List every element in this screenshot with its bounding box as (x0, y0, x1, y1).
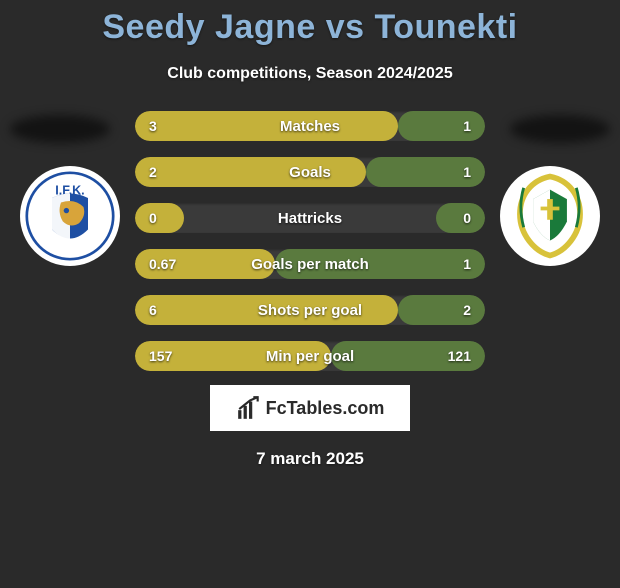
stat-row: 21Goals (135, 157, 485, 187)
stat-label: Matches (135, 111, 485, 141)
page-title: Seedy Jagne vs Tounekti (0, 8, 620, 47)
stat-row: 0.671Goals per match (135, 249, 485, 279)
stat-label: Min per goal (135, 341, 485, 371)
stat-bars: 31Matches 21Goals 00Hattricks 0.671Goals pe… (135, 111, 485, 387)
comparison-date: 7 march 2025 (0, 449, 620, 469)
crest-shadow-right (510, 115, 610, 143)
stat-label: Goals (135, 157, 485, 187)
fctables-logo-icon (236, 395, 262, 421)
hammarby-crest-icon (503, 169, 597, 263)
stat-row: 00Hattricks (135, 203, 485, 233)
team-crest-right (500, 166, 600, 266)
crest-shadow-left (10, 115, 110, 143)
stat-label: Hattricks (135, 203, 485, 233)
stat-label: Goals per match (135, 249, 485, 279)
stat-row: 62Shots per goal (135, 295, 485, 325)
stat-label: Shots per goal (135, 295, 485, 325)
stat-row: 31Matches (135, 111, 485, 141)
team-crest-left: I.F.K. (20, 166, 120, 266)
subtitle: Club competitions, Season 2024/2025 (0, 65, 620, 83)
branding-badge: FcTables.com (210, 385, 410, 431)
stat-row: 157121Min per goal (135, 341, 485, 371)
comparison-content: I.F.K. 31Matches 21Goals 00Hattricks 0.671G… (0, 111, 620, 371)
ifk-crest-icon: I.F.K. (25, 171, 115, 261)
branding-text: FcTables.com (266, 398, 385, 419)
